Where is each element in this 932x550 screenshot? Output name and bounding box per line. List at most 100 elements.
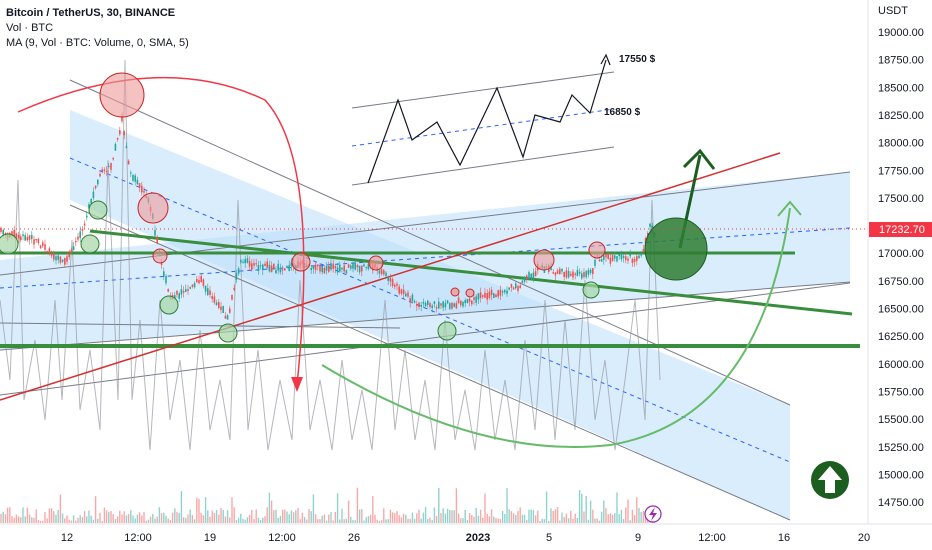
- candle-body: [517, 286, 519, 292]
- volume-indicator-label[interactable]: Vol · BTC: [6, 22, 54, 34]
- volume-bar: [6, 507, 9, 523]
- candle-body: [99, 173, 101, 177]
- candle-body: [185, 289, 187, 292]
- candle-body: [165, 276, 167, 284]
- volume-bar: [589, 500, 592, 523]
- volume-bar: [640, 511, 642, 523]
- price-axis-currency: USDT: [878, 5, 908, 17]
- candle-body: [510, 283, 513, 288]
- volume-bar: [354, 520, 356, 523]
- volume-bar: [347, 500, 350, 523]
- volume-bar: [251, 509, 253, 523]
- candle-body: [442, 301, 444, 308]
- candle-body: [176, 290, 178, 295]
- volume-bar: [556, 507, 559, 523]
- volume-bar: [53, 511, 55, 523]
- volume-bar: [262, 517, 264, 523]
- dark-green-arrow-head: [682, 148, 716, 170]
- candle-body: [466, 299, 469, 304]
- candle-body: [339, 264, 341, 272]
- volume-bar: [385, 519, 387, 523]
- candle-body: [108, 165, 110, 168]
- volume-bar: [471, 515, 473, 523]
- green-curve-arrow: [321, 207, 791, 448]
- candle-body: [61, 259, 64, 262]
- candle-body: [411, 294, 414, 302]
- price-tick-label: 17000.00: [878, 248, 924, 260]
- candle-body: [77, 236, 79, 240]
- volume-bar: [482, 517, 484, 523]
- candle-body: [486, 293, 488, 300]
- candle-body: [264, 263, 266, 267]
- candle-body: [0, 227, 2, 233]
- lightning-icon[interactable]: [644, 505, 662, 523]
- chart-legend[interactable]: Bitcoin / TetherUS, 30, BINANCE Vol · BT…: [6, 6, 189, 51]
- price-tick-label: 15250.00: [878, 442, 924, 454]
- volume-bar: [519, 507, 521, 523]
- candle-body: [290, 262, 293, 267]
- volume-bar: [323, 514, 326, 523]
- candle-body: [515, 283, 517, 289]
- candle-body: [592, 268, 594, 275]
- candle-body: [455, 303, 458, 309]
- volume-bar: [97, 518, 99, 523]
- volume-bar: [182, 517, 185, 523]
- volume-bar: [259, 519, 262, 523]
- candle-body: [554, 272, 557, 276]
- volume-bar: [484, 493, 486, 523]
- candle-body: [130, 172, 132, 174]
- volume-bar: [433, 507, 436, 523]
- ma-indicator-label[interactable]: MA (9, Vol · BTC: Volume, 0, SMA, 5): [6, 37, 189, 49]
- volume-bar: [451, 510, 453, 523]
- volume-bar: [218, 514, 220, 523]
- price-tick-label: 15750.00: [878, 386, 924, 398]
- volume-bar: [565, 513, 568, 523]
- volume-bar: [585, 495, 587, 523]
- volume-bar: [578, 490, 581, 523]
- candle-body: [611, 255, 614, 261]
- candle-body: [11, 231, 13, 236]
- candle-body: [224, 315, 227, 319]
- volume-bar: [374, 514, 376, 523]
- volume-bar: [101, 520, 103, 523]
- price-axis[interactable]: USDT 19000.00 18750.00 18500.00 18250.00 180…: [878, 5, 924, 509]
- volume-bar: [31, 517, 33, 523]
- volume-bar: [328, 514, 330, 523]
- volume-bar: [332, 520, 334, 523]
- candle-body: [70, 250, 73, 253]
- candle-body: [416, 304, 418, 307]
- volume-bar: [600, 511, 603, 523]
- candle-body: [143, 190, 145, 193]
- volume-bar: [66, 515, 68, 523]
- volume-bar: [86, 516, 88, 523]
- candle-body: [389, 277, 392, 282]
- red-trendline: [0, 152, 781, 401]
- candle-body: [273, 263, 275, 270]
- candle-body: [460, 301, 462, 306]
- volume-bar: [88, 510, 90, 523]
- candle-body: [523, 276, 526, 282]
- volume-bar: [202, 515, 205, 523]
- volume-bar: [350, 516, 352, 523]
- volume-bar: [116, 516, 119, 523]
- symbol-title[interactable]: Bitcoin / TetherUS, 30, BINANCE: [6, 7, 176, 19]
- volume-bar: [9, 507, 11, 523]
- volume-bar: [306, 519, 308, 523]
- volume-bar: [616, 492, 618, 523]
- volume-bar: [407, 518, 409, 523]
- time-axis[interactable]: 12 12:00 19 12:00 26 2023 5 9 12:00 16 20: [61, 532, 870, 544]
- candle-body: [31, 235, 33, 239]
- volume-bar: [169, 520, 172, 523]
- volume-bar: [299, 519, 301, 523]
- volume-bar: [125, 515, 128, 523]
- volume-bar: [515, 514, 517, 523]
- candle-body: [55, 256, 57, 261]
- candle-body: [288, 265, 290, 271]
- green-curve-arrow-head: [777, 200, 802, 217]
- volume-bar: [83, 511, 86, 523]
- candle-body: [484, 292, 486, 298]
- volume-bar: [134, 518, 136, 523]
- volume-bar: [499, 518, 502, 523]
- volume-bar: [429, 517, 431, 523]
